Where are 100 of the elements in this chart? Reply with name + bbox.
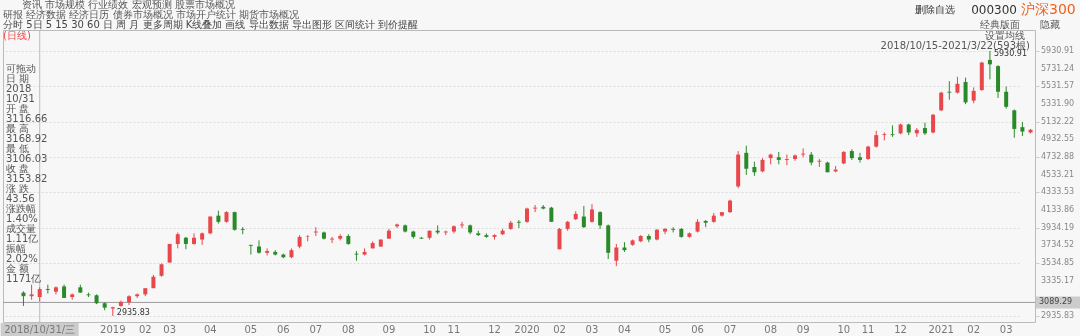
annotation: 可拖动: [6, 63, 36, 74]
candlestick: [939, 91, 944, 112]
x-tick-label: 09: [382, 324, 396, 335]
candlestick: [922, 122, 927, 136]
y-tick-label: 5731.24: [1041, 63, 1075, 73]
annotation: 收 盘: [6, 163, 30, 174]
annotation: 最 高: [6, 123, 30, 134]
candlestick: [663, 227, 668, 235]
annotation: 2018/10/15-2021/3/22(593根): [880, 40, 1031, 51]
candlestick: [744, 145, 749, 176]
annotation: 2018: [6, 83, 32, 94]
x-tick-label: 02: [967, 324, 981, 335]
x-tick-label: 2021: [928, 324, 954, 335]
annotation: 振幅: [6, 243, 26, 254]
annotation: 金 额: [6, 263, 30, 274]
y-tick-label: 5132.22: [1041, 116, 1075, 126]
annotation: 5930.91: [993, 48, 1028, 58]
text: 删除自选: [915, 4, 955, 15]
candlestick: [183, 236, 188, 250]
y-tick-label: 3335.17: [1041, 275, 1075, 285]
candlestick: [589, 203, 594, 224]
annotation: (日线): [3, 30, 31, 41]
x-tick-label: 06: [276, 324, 290, 335]
x-tick-label: 10: [837, 324, 851, 335]
x-tick-label: 03: [585, 324, 599, 335]
annotation: 2935.83: [116, 308, 150, 317]
candlestick: [963, 77, 968, 105]
x-tick-label: 2020: [514, 324, 540, 335]
annotation: 设置均线: [985, 30, 1025, 41]
annotation: 3116.66: [6, 113, 48, 124]
candlestick: [256, 239, 261, 255]
annotation: 最 低: [6, 143, 30, 154]
x-tick-label: 10: [423, 324, 436, 335]
annotation: 2.02%: [6, 253, 38, 264]
candlestick: [890, 124, 895, 138]
x-tick-label: 12: [488, 324, 501, 335]
x-tick-label: 06: [691, 324, 704, 335]
text: 资讯 市场规模 行业绩效 宏观预测 股票市场概况: [22, 0, 235, 10]
y-tick-label: 4732.88: [1041, 151, 1075, 161]
text: 研报 经济数据 经济日历 债券市场概况 市场开户统计 期货市场概况: [3, 9, 299, 20]
y-tick-label: 4133.86: [1041, 204, 1075, 214]
x-tick-label: 07: [309, 324, 323, 335]
candlestick: [248, 244, 253, 256]
y-tick-label: 5531.57: [1041, 81, 1075, 91]
annotation: 1.11亿: [6, 233, 39, 244]
candlestick: [784, 154, 789, 166]
chart-title: 沪深300: [1021, 1, 1076, 17]
candlestick: [1004, 85, 1009, 110]
annotation: 3106.03: [6, 153, 48, 164]
candlestick: [614, 243, 619, 267]
x-tick-label: 02: [138, 324, 152, 335]
candlestick: [931, 113, 936, 134]
candlestick: [857, 152, 862, 164]
annotation: 3153.82: [6, 173, 48, 184]
x-tick-label: 07: [723, 324, 737, 335]
x-tick-label: 05: [244, 324, 258, 335]
x-tick-label: 03: [999, 324, 1013, 335]
x-tick-label: 12: [894, 324, 907, 335]
ref-line-label: 3089.29: [1039, 297, 1073, 307]
text: 分时 5日 5 15 30 60 日 周 月 更多周期 K线叠加 画线 导出数据 导出图形 区间统计 到价提醒: [3, 19, 419, 30]
x-tick-label: 11: [447, 324, 461, 335]
annotation: 1.40%: [6, 213, 38, 224]
x-tick-label: 04: [203, 324, 217, 335]
x-tick-label: 2019: [100, 324, 126, 335]
y-tick-label: 3734.52: [1041, 240, 1075, 250]
x-tick-label: 03: [163, 324, 177, 335]
x-tick-label: 02: [553, 324, 566, 335]
x-tick-label: 04: [618, 324, 631, 335]
candlestick: [460, 221, 465, 229]
y-tick-label: 5331.90: [1041, 98, 1075, 108]
candlestick: [581, 205, 586, 229]
x-tick-label: 2018/10/31/三: [4, 324, 76, 335]
y-tick-label: 2935.83: [1041, 311, 1075, 320]
y-tick-label: 5930.91: [1041, 45, 1075, 55]
candlestick: [395, 223, 400, 229]
candlestick: [192, 232, 197, 246]
y-tick-label: 3934.19: [1041, 222, 1075, 232]
y-tick-label: 4932.55: [1041, 134, 1075, 144]
annotation: 日 期: [6, 73, 30, 84]
x-tick-label: 08: [341, 324, 355, 335]
annotation: 开 盘: [6, 103, 30, 114]
x-tick-label: 08: [764, 324, 778, 335]
x-tick-label: 11: [861, 324, 875, 335]
annotation: 涨 跌: [6, 183, 30, 194]
annotation: 1171亿: [6, 273, 42, 284]
x-tick-label: 09: [796, 324, 810, 335]
candlestick: [533, 204, 538, 213]
annotation: 10/31: [6, 93, 35, 104]
candlestick: [947, 80, 952, 101]
candlestick: [200, 231, 205, 246]
chart-subtitle: 000300: [971, 3, 1017, 17]
candlestick: [354, 250, 359, 262]
candlestick: [516, 219, 521, 229]
candlestick: [265, 247, 270, 256]
text: 经典版面: [980, 19, 1020, 30]
y-tick-label: 4333.53: [1041, 187, 1075, 197]
candlestick: [1012, 108, 1017, 139]
y-tick-label: 4533.21: [1041, 169, 1075, 179]
annotation: 涨跌幅: [6, 203, 36, 214]
annotation: 43.56: [6, 193, 35, 204]
